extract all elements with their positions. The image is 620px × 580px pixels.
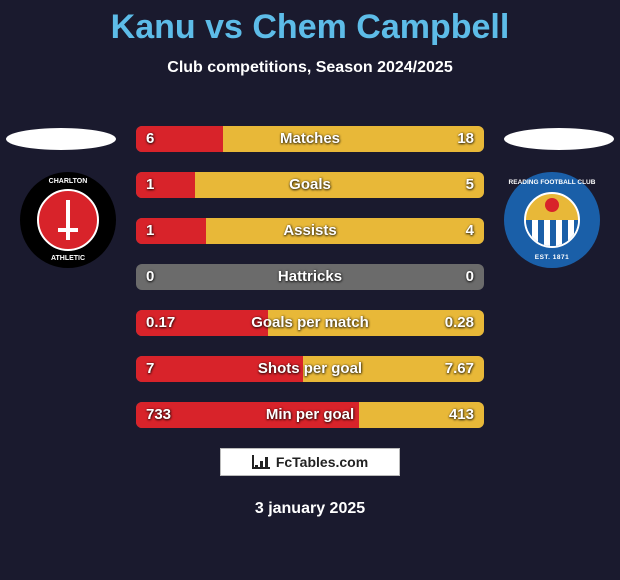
stat-row: 0.170.28Goals per match <box>136 310 484 336</box>
stat-label: Assists <box>136 218 484 244</box>
stat-label: Goals <box>136 172 484 198</box>
stat-row: 618Matches <box>136 126 484 152</box>
player-silhouette-left <box>6 128 116 150</box>
fctables-logo: FcTables.com <box>220 448 400 476</box>
club-right-name-bottom: EST. 1871 <box>504 254 600 261</box>
stat-row: 733413Min per goal <box>136 402 484 428</box>
stat-label: Shots per goal <box>136 356 484 382</box>
sword-icon <box>66 200 70 240</box>
club-left-name-top: CHARLTON <box>20 178 116 185</box>
player-silhouette-right <box>504 128 614 150</box>
footer-brand-text: FcTables.com <box>276 454 368 470</box>
stats-container: 618Matches 15Goals 14Assists 00Hattricks 0.1… <box>136 126 484 448</box>
page-title: Kanu vs Chem Campbell <box>0 0 620 47</box>
stat-label: Min per goal <box>136 402 484 428</box>
stat-row: 00Hattricks <box>136 264 484 290</box>
club-badge-right: READING FOOTBALL CLUB EST. 1871 <box>504 172 600 268</box>
stat-label: Hattricks <box>136 264 484 290</box>
stat-row: 77.67Shots per goal <box>136 356 484 382</box>
bar-chart-icon <box>252 455 270 469</box>
club-left-name-bottom: ATHLETIC <box>20 255 116 262</box>
club-right-name-top: READING FOOTBALL CLUB <box>504 179 600 186</box>
generation-date: 3 january 2025 <box>0 500 620 518</box>
subtitle: Club competitions, Season 2024/2025 <box>0 59 620 77</box>
stat-label: Goals per match <box>136 310 484 336</box>
club-badge-left: CHARLTON ATHLETIC <box>20 172 116 268</box>
stat-row: 15Goals <box>136 172 484 198</box>
stat-label: Matches <box>136 126 484 152</box>
stat-row: 14Assists <box>136 218 484 244</box>
